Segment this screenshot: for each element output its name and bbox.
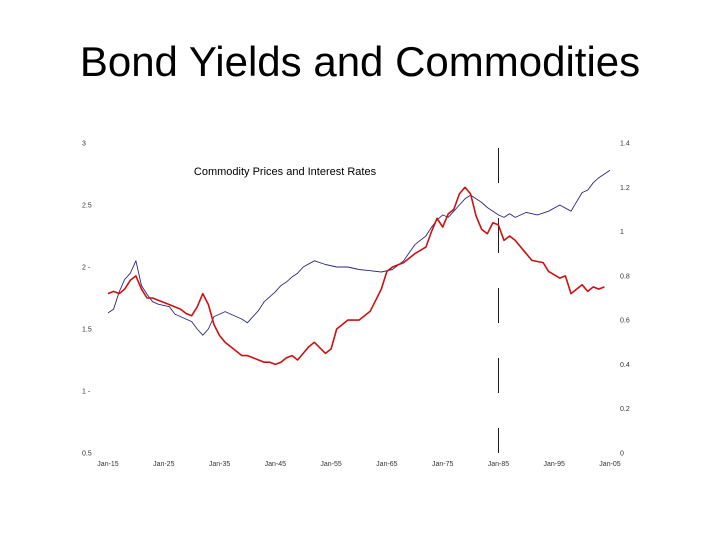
slide-title: Bond Yields and Commodities [79,38,641,85]
y-left-tick-label: 1.5 [82,327,92,334]
y-right-tick-label: 0.8 [620,273,630,280]
y-right-tick-label: 1 [620,229,624,236]
x-tick-label: Jan-35 [209,461,231,468]
y-left-tick-label: 1 - [82,389,91,396]
series-line-blue [107,169,611,336]
x-tick-label: Jan-45 [265,461,287,468]
y-right-tick-label: 1.4 [620,141,630,148]
chart-title: Commodity Prices and Interest Rates [194,166,377,178]
x-tick-label: Jan-05 [599,461,621,468]
y-right-tick-label: 0.4 [620,362,630,369]
y-left-tick-label: 2.5 [82,203,92,210]
y-right-tick-label: 0.2 [620,406,630,413]
x-tick-label: Jan-85 [488,461,510,468]
x-tick-label: Jan-95 [544,461,566,468]
left-axis: 0.5 1 - 1.5 2 - 2.5 3 [82,141,92,458]
x-tick-label: Jan-65 [376,461,398,468]
y-right-tick-label: 1.2 [620,185,630,192]
y-right-tick-label: 0.6 [620,318,630,325]
right-axis: 0 0.2 0.4 0.6 0.8 1 1.2 1.4 [620,141,630,458]
x-tick-label: Jan-15 [97,461,119,468]
x-tick-label: Jan-25 [153,461,175,468]
series-layer [107,169,611,366]
y-left-tick-label: 3 [82,141,86,148]
y-left-tick-label: 2 - [82,265,91,272]
y-left-tick-label: 0.5 [82,451,92,458]
series-line-red [107,186,605,366]
x-tick-label: Jan-75 [432,461,454,468]
y-right-tick-label: 0 [620,451,624,458]
x-tick-label: Jan-55 [320,461,342,468]
x-axis: Jan-15 Jan-25 Jan-35 Jan-45 Jan-55 Jan-65 Jan-… [97,461,621,468]
